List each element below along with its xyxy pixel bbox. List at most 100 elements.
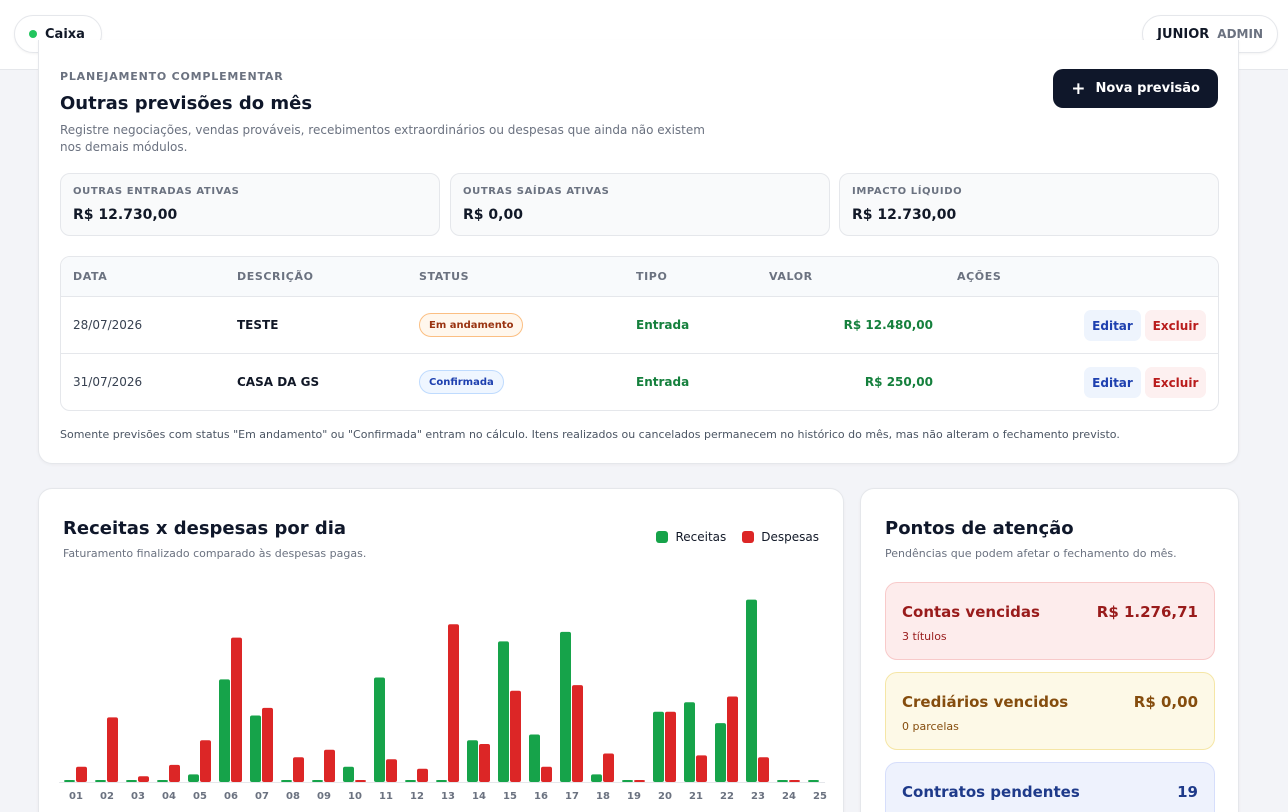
- delete-button[interactable]: Excluir: [1145, 310, 1206, 341]
- alert-contratos-pendentes[interactable]: Contratos pendentes 19: [885, 762, 1215, 812]
- x-tick-label: 03: [131, 791, 145, 802]
- legend-label: Receitas: [675, 530, 727, 544]
- bar-despesas-21[interactable]: [696, 755, 707, 782]
- table-row: 31/07/2026 CASA DA GS Confirmada Entrada…: [61, 354, 1218, 410]
- chart-title: Receitas x despesas por dia: [63, 518, 347, 539]
- bar-receitas-04[interactable]: [157, 780, 168, 782]
- bar-receitas-11[interactable]: [374, 677, 385, 783]
- x-tick-label: 02: [100, 791, 114, 802]
- bar-receitas-12[interactable]: [405, 780, 416, 782]
- alert-contas-vencidas[interactable]: Contas vencidas R$ 1.276,71 3 títulos: [885, 582, 1215, 660]
- bar-despesas-08[interactable]: [293, 757, 304, 782]
- bar-receitas-10[interactable]: [343, 766, 354, 782]
- x-tick-label: 19: [627, 791, 641, 802]
- bar-despesas-10[interactable]: [355, 780, 366, 782]
- x-tick-label: 08: [286, 791, 300, 802]
- x-tick-label: 21: [689, 791, 703, 802]
- bar-despesas-04[interactable]: [169, 764, 180, 782]
- alert-value: R$ 0,00: [1133, 693, 1198, 711]
- bar-receitas-01[interactable]: [64, 780, 75, 782]
- header-data: DATA: [73, 270, 108, 283]
- bar-receitas-09[interactable]: [312, 780, 323, 782]
- x-tick-label: 16: [534, 791, 548, 802]
- bar-despesas-19[interactable]: [634, 780, 645, 782]
- bar-despesas-23[interactable]: [758, 757, 769, 782]
- bar-receitas-13[interactable]: [436, 780, 447, 782]
- bar-despesas-01[interactable]: [76, 766, 87, 782]
- x-tick-label: 06: [224, 791, 238, 802]
- section-eyebrow: PLANEJAMENTO COMPLEMENTAR: [60, 70, 284, 83]
- bar-despesas-03[interactable]: [138, 776, 149, 782]
- bar-despesas-06[interactable]: [231, 637, 242, 782]
- bar-receitas-17[interactable]: [560, 631, 571, 782]
- bar-receitas-18[interactable]: [591, 774, 602, 782]
- bar-receitas-02[interactable]: [95, 780, 106, 782]
- x-tick-label: 22: [720, 791, 734, 802]
- bar-despesas-16[interactable]: [541, 766, 552, 782]
- delete-button[interactable]: Excluir: [1145, 367, 1206, 398]
- stat-label: IMPACTO LÍQUIDO: [852, 186, 963, 197]
- x-tick-label: 17: [565, 791, 579, 802]
- chart-subtitle: Faturamento finalizado comparado às desp…: [63, 547, 367, 560]
- new-forecast-button[interactable]: + Nova previsão: [1053, 69, 1218, 108]
- bar-despesas-18[interactable]: [603, 753, 614, 783]
- status-badge: Confirmada: [419, 370, 504, 394]
- x-tick-label: 13: [441, 791, 455, 802]
- user-role: ADMIN: [1217, 27, 1263, 41]
- revenue-expense-chart-card: 01 02 03 04 05 06 07 08 09 10 11 12 13 14 15 16 17 18 19 20…: [38, 488, 844, 812]
- bar-receitas-20[interactable]: [653, 711, 664, 782]
- x-tick-label: 20: [658, 791, 672, 802]
- bar-receitas-16[interactable]: [529, 734, 540, 783]
- x-tick-label: 18: [596, 791, 610, 802]
- alert-title: Crediários vencidos: [902, 693, 1069, 711]
- alert-subtitle: 0 parcelas: [902, 720, 959, 733]
- cell-valor: R$ 250,00: [864, 375, 933, 389]
- header-acoes: AÇÕES: [957, 270, 1002, 283]
- bar-despesas-17[interactable]: [572, 685, 583, 782]
- bar-despesas-02[interactable]: [107, 717, 118, 782]
- bar-despesas-05[interactable]: [200, 740, 211, 782]
- bar-despesas-09[interactable]: [324, 749, 335, 782]
- caixa-label: Caixa: [45, 26, 85, 42]
- bar-receitas-24[interactable]: [777, 780, 788, 782]
- alert-crediarios-vencidos[interactable]: Crediários vencidos R$ 0,00 0 parcelas: [885, 672, 1215, 750]
- bar-receitas-23[interactable]: [746, 599, 757, 782]
- edit-button[interactable]: Editar: [1084, 367, 1141, 398]
- header-status: STATUS: [419, 270, 470, 283]
- x-tick-label: 05: [193, 791, 207, 802]
- legend-item-despesas: Despesas: [742, 530, 819, 544]
- forecast-table: DATA DESCRIÇÃO STATUS TIPO VALOR AÇÕES 2…: [60, 256, 1219, 411]
- bar-despesas-11[interactable]: [386, 759, 397, 782]
- attention-title: Pontos de atenção: [885, 518, 1074, 539]
- bar-receitas-05[interactable]: [188, 774, 199, 782]
- cell-data: 31/07/2026: [73, 375, 143, 389]
- bar-receitas-07[interactable]: [250, 715, 261, 783]
- user-name: JUNIOR: [1157, 26, 1210, 42]
- legend-item-receitas: Receitas: [656, 530, 726, 544]
- bar-receitas-08[interactable]: [281, 780, 292, 782]
- bar-receitas-19[interactable]: [622, 780, 633, 782]
- bar-receitas-06[interactable]: [219, 679, 230, 782]
- bar-receitas-22[interactable]: [715, 723, 726, 782]
- bar-despesas-22[interactable]: [727, 696, 738, 783]
- bar-despesas-12[interactable]: [417, 768, 428, 782]
- bar-despesas-13[interactable]: [448, 624, 459, 782]
- x-tick-label: 01: [69, 791, 83, 802]
- alert-value: R$ 1.276,71: [1096, 603, 1198, 621]
- bar-despesas-07[interactable]: [262, 707, 273, 782]
- x-tick-label: 07: [255, 791, 269, 802]
- bar-receitas-03[interactable]: [126, 780, 137, 782]
- plus-icon: +: [1071, 78, 1086, 99]
- bar-receitas-14[interactable]: [467, 740, 478, 782]
- bar-despesas-15[interactable]: [510, 690, 521, 782]
- bar-despesas-20[interactable]: [665, 711, 676, 782]
- edit-button[interactable]: Editar: [1084, 310, 1141, 341]
- bar-receitas-15[interactable]: [498, 641, 509, 782]
- bar-despesas-24[interactable]: [789, 780, 800, 782]
- bar-receitas-21[interactable]: [684, 702, 695, 782]
- bar-despesas-14[interactable]: [479, 744, 490, 782]
- cell-data: 28/07/2026: [73, 318, 143, 332]
- cell-tipo: Entrada: [636, 318, 690, 332]
- alert-value: 19: [1177, 783, 1198, 801]
- bar-receitas-25[interactable]: [808, 780, 819, 782]
